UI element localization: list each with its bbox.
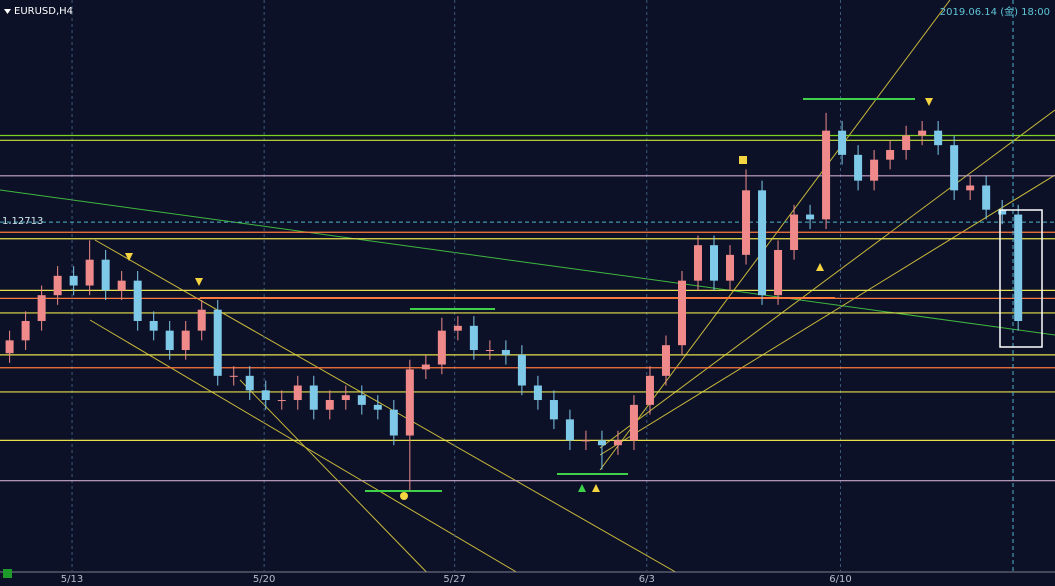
grid [71,0,841,571]
arrow-up [816,263,824,271]
arrow-down [925,98,933,106]
candle-body [934,130,943,146]
circle-marker [400,492,408,500]
candle-body [645,375,654,405]
x-axis-band [0,572,1055,586]
candle-body [838,130,847,155]
candle-body [742,190,751,255]
candle-body [341,395,350,401]
candle-body [886,150,895,160]
candle-body [309,385,318,410]
markers [125,98,1043,500]
candle-body [453,325,462,331]
candle-body [37,295,46,321]
candle-body [565,419,574,441]
trend-line [239,379,441,586]
candle-body [21,320,30,341]
candle-body [693,245,702,281]
candle-body [373,404,382,410]
candle-body [613,440,622,446]
candle-body [870,159,879,181]
candle-body [325,400,334,410]
candle-body [469,325,478,351]
candles [5,112,1023,491]
candle-body [629,404,638,441]
arrow-up [592,484,600,492]
x-tick-label: 5/13 [61,574,83,585]
candle-body [389,409,398,436]
candle-body [5,340,14,354]
candle-body [357,395,366,405]
candle-body [181,330,190,351]
candle-body [213,309,222,376]
candle-body [806,214,815,220]
candle-body [117,280,126,291]
candle-body [277,400,286,402]
candle-body [101,259,110,291]
candle-body [261,390,270,401]
square-marker [739,156,747,164]
x-tick-label: 6/10 [829,574,851,585]
arrow-up [578,484,586,492]
candle-body [1014,214,1023,321]
candle-body [710,245,719,281]
candle-body [774,250,783,296]
candle-body [581,440,590,442]
symbol-menu-icon [4,9,11,14]
candle-body [245,375,254,391]
candle-body [229,375,238,377]
status-icon [3,569,12,578]
candle-body [405,369,414,436]
candle-body [517,354,526,386]
chart-title: EURUSD,H4 [14,6,73,17]
candle-body [661,345,670,376]
arrow-down [195,278,203,286]
x-tick-label: 5/20 [253,574,275,585]
highlight-box [999,209,1043,348]
candle-body [133,280,142,321]
candle-body [533,385,542,401]
chart-subtitle: 2019.06.14 (金) 18:00 [940,5,1050,18]
candle-body [982,185,991,210]
candle-body [854,154,863,181]
candle-body [758,190,767,296]
trend-line [0,189,1055,336]
candle-body [69,275,78,286]
candle-body [197,309,206,331]
candle-body [549,400,558,420]
candle-body [501,350,510,355]
candle-body [293,385,302,401]
candle-body [437,330,446,365]
candle-body [902,135,911,151]
current-price-label: 1.12713 [2,216,43,227]
candle-body [165,330,174,351]
trend-line [599,174,1055,456]
trend-line [89,319,541,586]
candle-body [53,275,62,296]
x-tick-label: 6/3 [639,574,655,585]
candle-body [998,209,1007,215]
candle-body [950,145,959,191]
x-axis: 5/13 5/20 5/27 6/3 6/10 [61,574,852,585]
candle-body [597,440,606,446]
candle-body [918,130,927,136]
arrow-down [125,253,133,261]
candle-body [677,280,686,346]
candle-body [966,185,975,191]
candle-body [485,350,494,352]
candle-body [421,364,430,370]
levels: 1.12713 [0,0,1055,571]
x-tick-label: 5/27 [443,574,465,585]
candle-body [822,130,831,220]
candle-body [149,320,158,331]
candle-body [790,214,799,251]
candle-body [726,254,735,281]
candle-body [85,259,94,286]
